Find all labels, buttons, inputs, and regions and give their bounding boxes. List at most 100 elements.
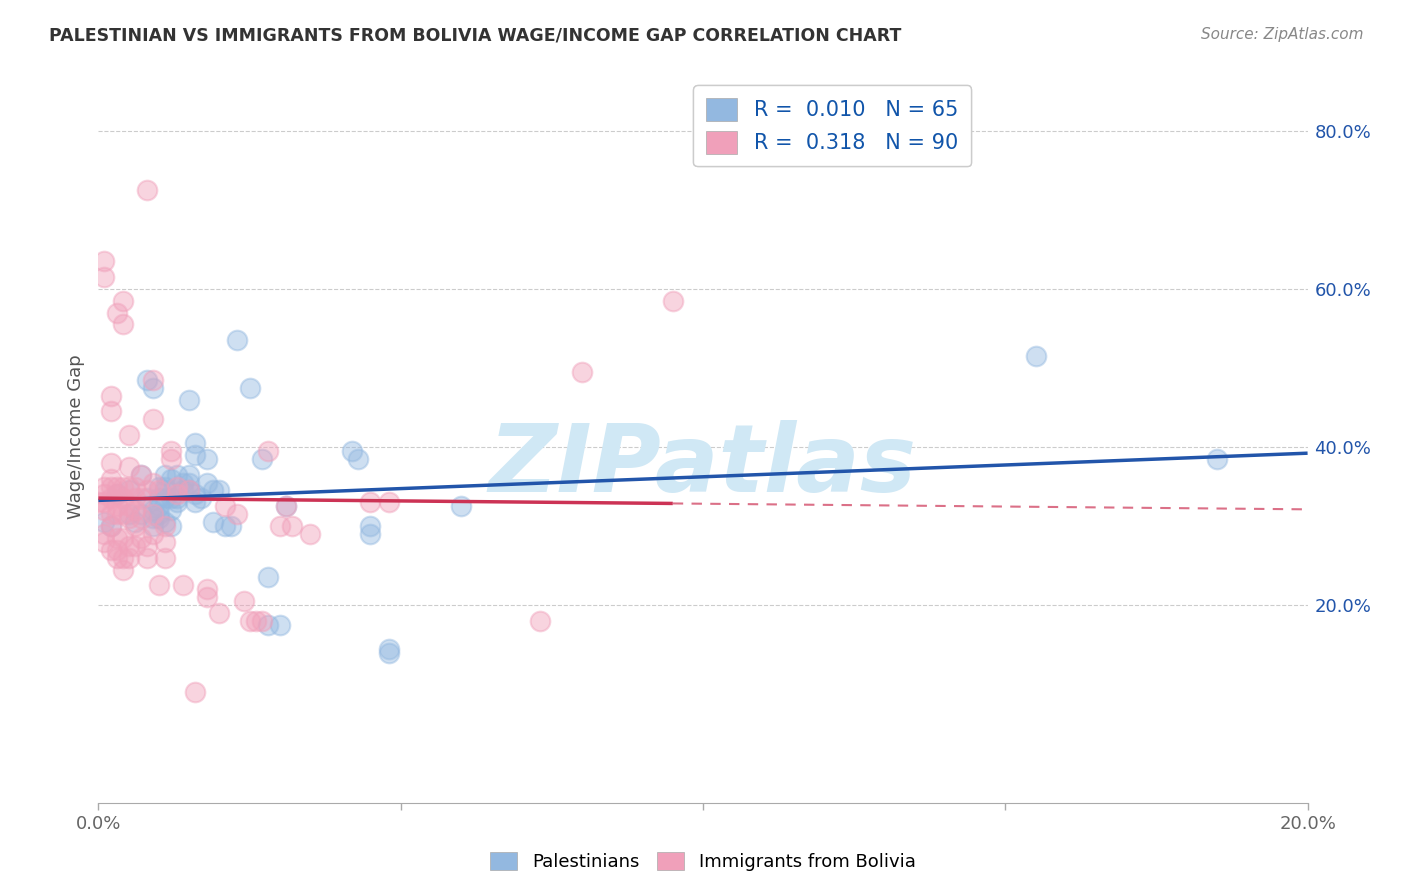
Point — [100, 472, 122, 486]
Point — [571, 365, 593, 379]
Point — [111, 507, 134, 521]
Point — [377, 641, 399, 656]
Point — [148, 500, 170, 514]
Text: PALESTINIAN VS IMMIGRANTS FROM BOLIVIA WAGE/INCOME GAP CORRELATION CHART: PALESTINIAN VS IMMIGRANTS FROM BOLIVIA W… — [49, 27, 901, 45]
Point — [179, 483, 201, 498]
Point — [274, 500, 297, 514]
Point — [226, 333, 249, 347]
Point — [184, 436, 207, 450]
Point — [129, 467, 152, 482]
Point — [153, 491, 176, 506]
Point — [148, 491, 170, 506]
Point — [250, 614, 273, 628]
Point — [190, 491, 212, 506]
Point — [142, 373, 165, 387]
Point — [93, 503, 115, 517]
Point — [360, 495, 382, 509]
Point — [100, 456, 122, 470]
Point — [148, 511, 170, 525]
Point — [142, 511, 165, 525]
Point — [179, 475, 201, 490]
Point — [142, 507, 165, 521]
Point — [661, 293, 683, 308]
Point — [148, 479, 170, 493]
Text: ZIPatlas: ZIPatlas — [489, 420, 917, 512]
Point — [148, 483, 170, 498]
Point — [142, 381, 165, 395]
Point — [118, 479, 141, 493]
Point — [269, 618, 291, 632]
Point — [166, 467, 188, 482]
Point — [214, 500, 236, 514]
Point — [124, 503, 146, 517]
Point — [377, 646, 399, 660]
Point — [195, 591, 218, 605]
Point — [142, 519, 165, 533]
Point — [100, 388, 122, 402]
Point — [160, 503, 183, 517]
Point — [179, 467, 201, 482]
Point — [148, 578, 170, 592]
Point — [111, 479, 134, 493]
Legend: R =  0.010   N = 65, R =  0.318   N = 90: R = 0.010 N = 65, R = 0.318 N = 90 — [693, 86, 970, 166]
Point — [129, 467, 152, 482]
Point — [179, 392, 201, 407]
Point — [184, 685, 207, 699]
Point — [129, 511, 152, 525]
Point — [1024, 349, 1046, 363]
Point — [166, 495, 188, 509]
Point — [100, 479, 122, 493]
Point — [118, 483, 141, 498]
Point — [153, 550, 176, 565]
Point — [172, 475, 194, 490]
Point — [111, 318, 134, 332]
Point — [135, 483, 157, 498]
Point — [172, 578, 194, 592]
Point — [105, 550, 128, 565]
Point — [129, 491, 152, 506]
Point — [142, 527, 165, 541]
Point — [135, 539, 157, 553]
Point — [256, 444, 278, 458]
Point — [160, 491, 183, 506]
Point — [166, 479, 188, 493]
Point — [160, 472, 183, 486]
Point — [239, 381, 262, 395]
Point — [105, 305, 128, 319]
Point — [172, 483, 194, 498]
Point — [118, 428, 141, 442]
Point — [153, 519, 176, 533]
Point — [129, 531, 152, 545]
Point — [87, 495, 110, 509]
Point — [250, 451, 273, 466]
Point — [100, 507, 122, 521]
Point — [160, 519, 183, 533]
Point — [111, 491, 134, 506]
Point — [111, 531, 134, 545]
Point — [118, 500, 141, 514]
Point — [153, 467, 176, 482]
Point — [129, 507, 152, 521]
Point — [256, 618, 278, 632]
Point — [93, 495, 115, 509]
Point — [195, 475, 218, 490]
Point — [93, 487, 115, 501]
Point — [93, 254, 115, 268]
Point — [142, 412, 165, 426]
Point — [93, 479, 115, 493]
Point — [153, 534, 176, 549]
Point — [111, 293, 134, 308]
Point — [202, 515, 225, 529]
Point — [93, 515, 115, 529]
Point — [208, 606, 231, 620]
Point — [239, 614, 262, 628]
Point — [360, 527, 382, 541]
Point — [100, 519, 122, 533]
Point — [299, 527, 322, 541]
Point — [118, 539, 141, 553]
Point — [179, 483, 201, 498]
Point — [124, 515, 146, 529]
Point — [105, 531, 128, 545]
Point — [360, 519, 382, 533]
Point — [111, 550, 134, 565]
